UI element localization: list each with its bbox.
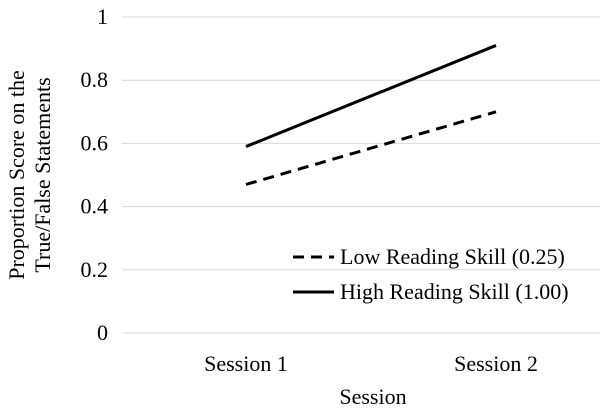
y-tick-label: 1 (97, 4, 108, 29)
y-tick-label: 0.4 (81, 194, 109, 219)
x-axis-title: Session (339, 384, 406, 409)
y-tick-label: 0.8 (81, 67, 109, 92)
legend: Low Reading Skill (0.25) High Reading Sk… (293, 244, 569, 304)
y-axis-title: Proportion Score on the True/False State… (4, 70, 55, 280)
y-axis-title-line-2: True/False Statements (30, 77, 55, 272)
legend-label-low-reading-skill: Low Reading Skill (0.25) (340, 244, 565, 269)
y-tick-label: 0.6 (81, 130, 109, 155)
x-tick-label: Session 2 (454, 351, 538, 376)
legend-label-high-reading-skill: High Reading Skill (1.00) (340, 279, 569, 304)
x-tick-labels: Session 1 Session 2 (204, 351, 538, 376)
series-lines (246, 45, 496, 184)
y-tick-label: 0.2 (81, 257, 109, 282)
y-tick-label: 0 (97, 320, 108, 345)
y-axis-title-line-1: Proportion Score on the (4, 70, 29, 280)
x-tick-label: Session 1 (204, 351, 288, 376)
series-line-high-reading-skill (246, 45, 496, 146)
y-tick-labels: 0 0.2 0.4 0.6 0.8 1 (81, 4, 109, 345)
series-line-low-reading-skill (246, 112, 496, 185)
